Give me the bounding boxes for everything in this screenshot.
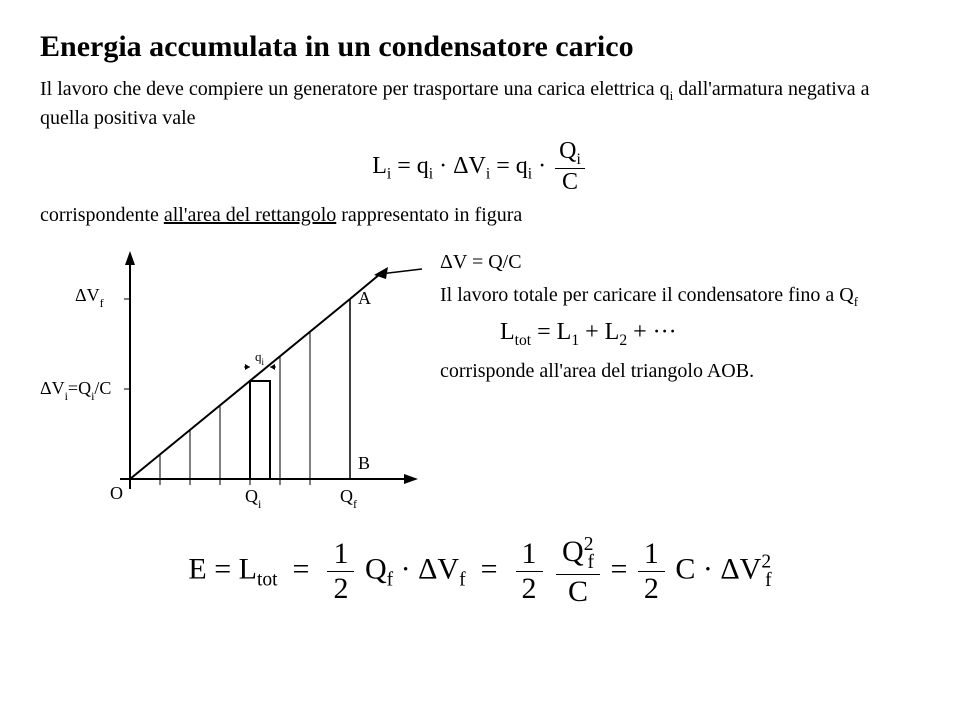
eq1-q1: q (417, 152, 429, 178)
page-title: Energia accumulata in un condensatore ca… (40, 30, 920, 64)
eq1-q2: q (516, 152, 528, 178)
eq1-Cden: C (555, 169, 585, 196)
chart-dVf: ΔVf (75, 285, 104, 310)
final-equation: E = Ltot = 12 Qf · ΔVf = 12 Q2f C = 12 C… (40, 534, 920, 609)
eq2-eq: = L (531, 319, 571, 345)
eq1-dot1: · (439, 152, 453, 178)
chart-qi: qi (255, 349, 265, 367)
eq2-tot: tot (515, 332, 531, 349)
fe-h1n: 1 (327, 537, 354, 572)
eq1-qi2: i (528, 165, 532, 182)
fe-Qf: f (387, 570, 394, 591)
fe-tot: tot (257, 570, 278, 591)
fe-eq1: = (214, 553, 231, 586)
rt1: Il lavoro totale per caricare il condens… (440, 284, 854, 306)
intro-paragraph: Il lavoro che deve compiere un generator… (40, 76, 920, 132)
eq1-eq1: = (397, 152, 417, 178)
fe-Q2sub: f (587, 552, 594, 573)
eq2-dots: + ··· (627, 319, 677, 345)
fe-eq3: = (481, 553, 498, 586)
eq2-1: 1 (571, 332, 579, 349)
eq1-Li: i (387, 165, 391, 182)
fe-Q2C: Q2f C (556, 534, 600, 609)
fe-E: E (188, 553, 206, 586)
chart-Qi: Qi (245, 486, 262, 511)
fe-eq2: = (293, 553, 310, 586)
eq1-Qnumi: i (576, 150, 580, 167)
eq1-qi1: i (429, 165, 433, 182)
para2-b: all'area del rettangolo (164, 204, 336, 226)
fe-dV2: ΔV (720, 553, 761, 586)
chart-dVi: ΔVi=Qi/C (40, 378, 111, 403)
eq2-2: 2 (619, 332, 627, 349)
eq1-dVi: i (486, 165, 490, 182)
eq1-dot2: · (538, 152, 552, 178)
fe-h3d: 2 (638, 572, 665, 606)
fe-Q2a: Q (562, 535, 584, 568)
chart-O: O (110, 483, 123, 503)
fe-dV: ΔV (418, 553, 459, 586)
equation-1: Li = qi · ΔVi = qi · Qi C (40, 138, 920, 197)
fe-Cden: C (556, 575, 600, 609)
right-text-1: Il lavoro totale per caricare il condens… (440, 282, 920, 311)
eq2-L: L (500, 319, 515, 345)
para2-c: rappresentato in figura (336, 204, 522, 226)
fe-eq4: = (610, 553, 627, 586)
line-label-row: ΔV = Q/C (440, 249, 920, 276)
lower-row: qi ΔVf ΔVi=Qi/C O Qi Qf A B ΔV = Q/C Il … (40, 239, 920, 519)
fe-L: L (239, 553, 257, 586)
fe-half2: 12 (516, 537, 543, 606)
right-text-2: corrisponde all'area del triangolo AOB. (440, 358, 920, 385)
eq1-L: L (372, 152, 387, 178)
fe-dot1: · (401, 553, 419, 586)
fe-dot2: · (703, 553, 721, 586)
fe-h3n: 1 (638, 537, 665, 572)
fe-dV2sub: f (765, 570, 772, 591)
fe-dVf: f (459, 570, 466, 591)
fe-C: C (675, 553, 695, 586)
para2-a: corrispondente (40, 204, 164, 226)
eq1-dV: ΔV (453, 152, 486, 178)
eq1-eq2: = (496, 152, 516, 178)
fe-Q: Q (365, 553, 387, 586)
fe-half3: 12 (638, 537, 665, 606)
rt1-sub: f (854, 294, 858, 309)
para2: corrispondente all'area del rettangolo r… (40, 202, 920, 229)
line-label: ΔV = Q/C (440, 251, 522, 273)
fe-h1d: 2 (327, 572, 354, 606)
eq2-plus: + L (579, 319, 619, 345)
para1-a: Il lavoro che deve compiere un generator… (40, 78, 670, 100)
fe-h2d: 2 (516, 572, 543, 606)
eq1-frac: Qi C (555, 138, 585, 197)
eq1-Qnum: Q (559, 138, 576, 164)
right-column: ΔV = Q/C Il lavoro totale per caricare i… (430, 239, 920, 519)
equation-2: Ltot = L1 + L2 + ··· (500, 319, 920, 350)
chart-column: qi ΔVf ΔVi=Qi/C O Qi Qf A B (40, 239, 430, 519)
fe-half1: 12 (327, 537, 354, 606)
fe-h2n: 1 (516, 537, 543, 572)
chart-A: A (358, 288, 371, 308)
chart-Qf: Qf (340, 486, 357, 511)
chart-svg: qi ΔVf ΔVi=Qi/C O Qi Qf A B (40, 239, 430, 519)
chart-B: B (358, 453, 370, 473)
